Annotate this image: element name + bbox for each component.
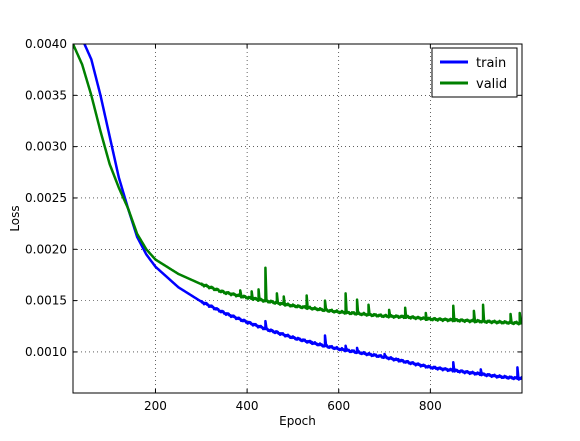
legend-label-valid: valid <box>476 77 507 92</box>
series-line-train <box>83 44 522 381</box>
y-tick-label: 0.0040 <box>25 37 67 51</box>
x-tick-label: 400 <box>236 399 259 413</box>
x-tick-label: 600 <box>327 399 350 413</box>
series-line-valid <box>73 44 522 326</box>
legend-label-train: train <box>476 56 506 71</box>
plot-area <box>73 44 522 381</box>
legend: train valid <box>431 47 518 98</box>
y-tick-label: 0.0015 <box>25 294 67 308</box>
x-axis-label: Epoch <box>279 414 316 428</box>
y-tick-label: 0.0035 <box>25 88 67 102</box>
x-tick-label: 200 <box>144 399 167 413</box>
y-tick-label: 0.0010 <box>25 345 67 359</box>
y-tick-label: 0.0030 <box>25 140 67 154</box>
plot-frame <box>72 43 523 394</box>
y-axis-label: Loss <box>8 205 22 231</box>
y-tick-label: 0.0025 <box>25 191 67 205</box>
axis-ticks: 200 400 600 800 0.0010 0.0015 0.0020 0.0025 0.00… <box>25 37 522 413</box>
y-tick-label: 0.0020 <box>25 242 67 256</box>
legend-box <box>431 47 518 98</box>
x-tick-label: 800 <box>419 399 442 413</box>
